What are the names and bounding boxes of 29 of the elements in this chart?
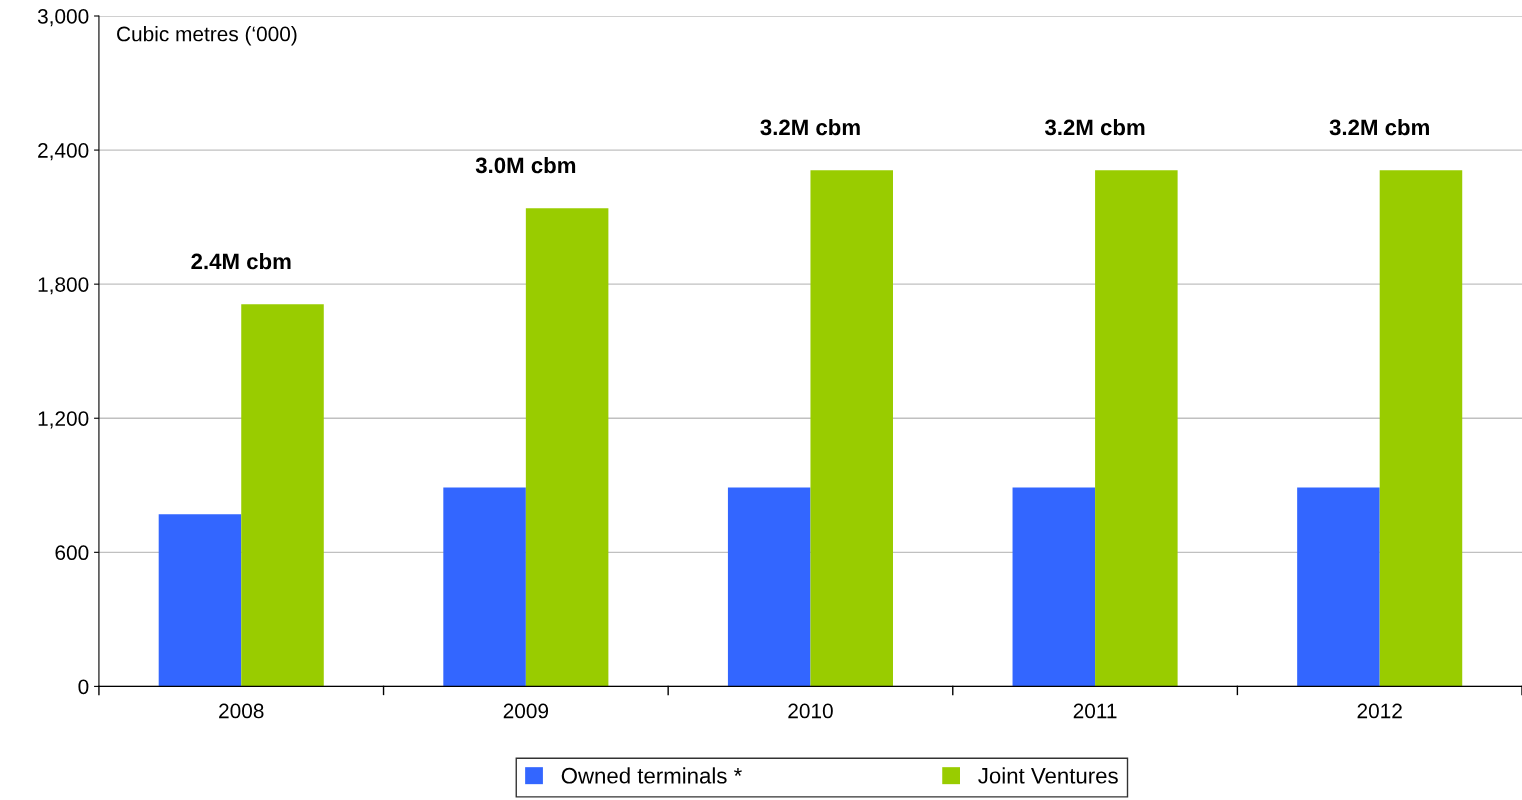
bar	[727, 487, 811, 687]
x-tick-label: 2009	[503, 703, 549, 719]
x-tick-label: 2010	[788, 703, 833, 719]
bar	[158, 514, 242, 687]
bar	[1297, 487, 1380, 687]
y-tick-label: 3,000	[37, 9, 89, 27]
annotation: 3.0M cbm	[475, 156, 576, 174]
bar	[241, 304, 324, 687]
legend-label: Owned terminals *	[561, 767, 742, 784]
y-axis-title: Cubic metres (‘000)	[117, 26, 297, 46]
annotation: 3.2M cbm	[1044, 118, 1145, 136]
y-tick-label: 1,800	[38, 277, 89, 295]
bar	[1095, 170, 1178, 687]
x-tick-label: 2011	[1073, 703, 1117, 719]
bar	[1379, 170, 1463, 687]
x-tick-label: 2012	[1357, 703, 1402, 719]
legend-label: Joint Ventures	[978, 767, 1118, 784]
bar	[810, 170, 893, 687]
annotation: 3.2M cbm	[1329, 118, 1429, 136]
bar	[443, 487, 526, 687]
y-tick-label: 600	[55, 545, 89, 561]
bar	[1012, 487, 1096, 687]
annotation: 2.4M cbm	[191, 253, 291, 270]
y-tick-label: 2,400	[38, 143, 89, 161]
bar	[525, 208, 609, 687]
y-tick-label: 0	[78, 679, 89, 695]
annotation: 3.2M cbm	[760, 118, 860, 136]
y-tick-label: 1,200	[38, 411, 89, 429]
x-tick-label: 2008	[219, 703, 264, 719]
